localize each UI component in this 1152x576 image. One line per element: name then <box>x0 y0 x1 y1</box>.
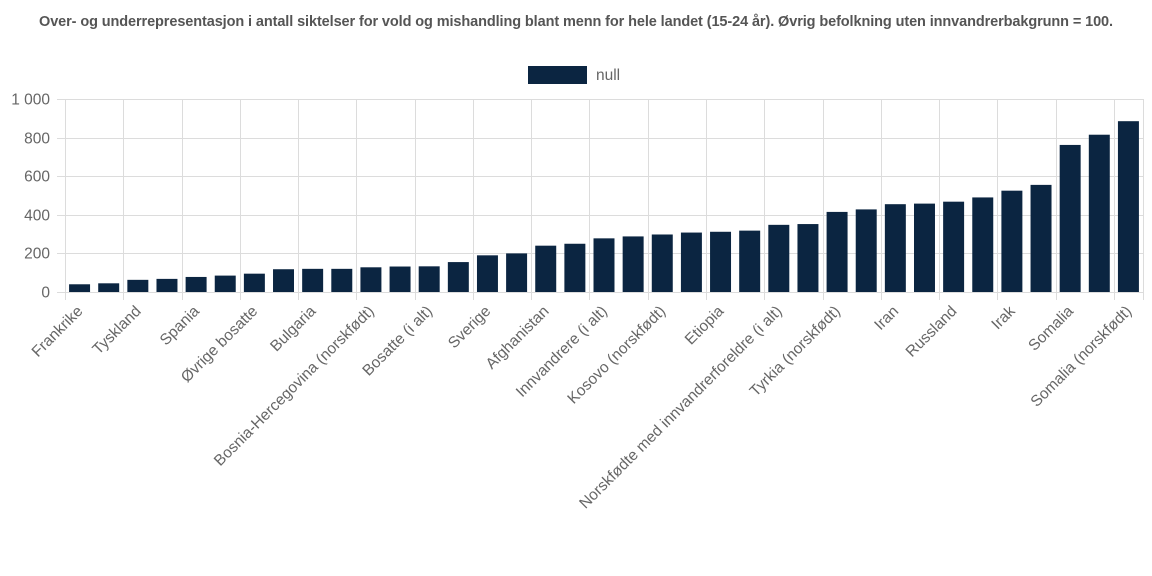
bar <box>622 236 644 292</box>
y-axis-tick-labels: 0 200 400 600 800 1 000 <box>11 92 50 302</box>
x-tick-label: Kosovo (norskfødt) <box>564 303 669 408</box>
bar <box>156 278 178 292</box>
bar <box>855 209 877 292</box>
bar <box>1088 134 1110 292</box>
bar <box>535 245 557 292</box>
legend-label: null <box>596 67 620 84</box>
legend-swatch <box>528 66 587 84</box>
y-tick-label: 400 <box>24 208 50 225</box>
y-tick-label: 0 <box>41 285 50 302</box>
y-tick-label: 800 <box>24 131 50 148</box>
x-tick-label: Etiopia <box>682 303 728 349</box>
bar <box>564 243 586 292</box>
bar <box>185 276 207 292</box>
bar <box>1059 144 1081 292</box>
y-tick-label: 600 <box>24 169 50 186</box>
x-tick-label: Iran <box>871 303 902 334</box>
bar <box>797 224 819 292</box>
x-tick-label: Sverige <box>445 303 494 352</box>
bar <box>884 204 906 292</box>
x-tick-label: Russland <box>903 303 961 361</box>
bar <box>1117 121 1139 292</box>
bar <box>710 231 732 292</box>
x-tick-label: Bulgaria <box>267 303 320 356</box>
bar <box>914 203 935 292</box>
bar <box>826 211 848 292</box>
bar <box>447 262 469 292</box>
bar <box>1030 184 1052 292</box>
bar <box>476 255 498 292</box>
bar <box>651 234 673 292</box>
bar <box>360 267 382 292</box>
bar <box>768 224 790 292</box>
bar <box>943 201 965 292</box>
y-tick-label: 200 <box>24 246 50 263</box>
bar <box>331 268 353 292</box>
bars <box>69 121 1139 292</box>
bar <box>214 275 236 292</box>
bar <box>302 268 324 292</box>
bar <box>1001 190 1023 292</box>
bar <box>418 266 440 292</box>
chart-title: Over- og underrepresentasjon i antall si… <box>39 14 1113 30</box>
bar <box>243 273 265 292</box>
bar <box>593 238 615 292</box>
x-tick-label: Irak <box>988 303 1018 333</box>
bar <box>273 269 294 292</box>
bar <box>972 197 994 292</box>
x-tick-label: Frankrike <box>29 303 87 361</box>
bar <box>389 266 411 292</box>
bar <box>739 230 761 292</box>
x-tick-label: Somalia (norskfødt) <box>1028 303 1136 411</box>
x-tick-label: Norskfødte med innvandrerforeldre (i alt… <box>576 303 785 512</box>
bar <box>127 279 149 292</box>
bar <box>98 283 120 292</box>
bar <box>69 284 91 292</box>
legend[interactable]: null <box>528 66 620 84</box>
y-tick-label: 1 000 <box>11 92 50 109</box>
x-tick-label: Somalia <box>1025 303 1077 355</box>
bar <box>506 253 528 292</box>
x-tick-label: Tyskland <box>89 303 144 358</box>
x-tick-label: Spania <box>157 303 203 349</box>
bar <box>680 232 702 292</box>
